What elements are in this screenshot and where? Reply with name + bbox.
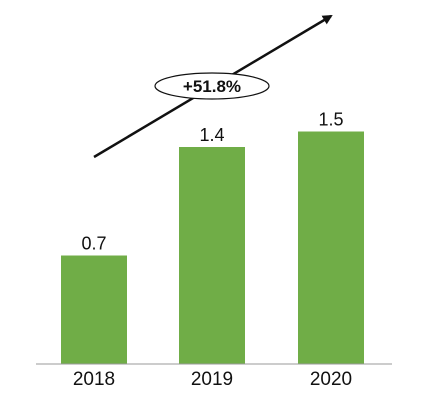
x-tick-2018: 2018 <box>73 369 115 390</box>
x-tick-2019: 2019 <box>191 369 233 390</box>
bar-2018 <box>61 255 127 364</box>
annotation-label: +51.8% <box>183 77 241 96</box>
bar-2020 <box>298 131 364 364</box>
bar-2019 <box>179 147 245 364</box>
bars-group <box>61 131 364 364</box>
x-tick-2020: 2020 <box>310 369 352 390</box>
data-label-2018: 0.7 <box>81 234 106 254</box>
labels-group: 0.7 2018 1.4 2019 1.5 2020 <box>73 110 352 391</box>
annotation-ellipse <box>154 72 270 100</box>
data-label-2019: 1.4 <box>199 125 224 145</box>
data-label-2020: 1.5 <box>318 110 343 130</box>
